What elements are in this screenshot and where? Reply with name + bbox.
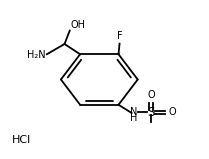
Text: HCl: HCl	[12, 135, 31, 145]
Text: N: N	[130, 107, 138, 118]
Text: O: O	[169, 107, 176, 118]
Text: O: O	[147, 90, 155, 100]
Text: F: F	[117, 31, 122, 41]
Text: S: S	[147, 106, 155, 119]
Text: OH: OH	[71, 20, 86, 30]
Text: H: H	[130, 113, 138, 123]
Text: H₂N: H₂N	[27, 50, 45, 60]
